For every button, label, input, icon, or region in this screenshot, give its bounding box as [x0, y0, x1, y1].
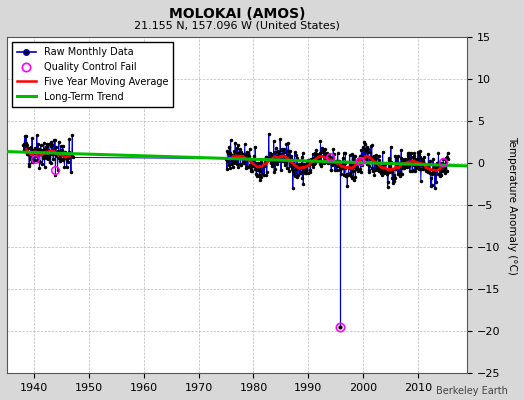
Title: MOLOKAI (AMOS): MOLOKAI (AMOS) [169, 7, 305, 21]
Text: Berkeley Earth: Berkeley Earth [436, 386, 508, 396]
Y-axis label: Temperature Anomaly (°C): Temperature Anomaly (°C) [507, 136, 517, 275]
Legend: Raw Monthly Data, Quality Control Fail, Five Year Moving Average, Long-Term Tren: Raw Monthly Data, Quality Control Fail, … [12, 42, 173, 106]
Text: 21.155 N, 157.096 W (United States): 21.155 N, 157.096 W (United States) [134, 21, 340, 31]
